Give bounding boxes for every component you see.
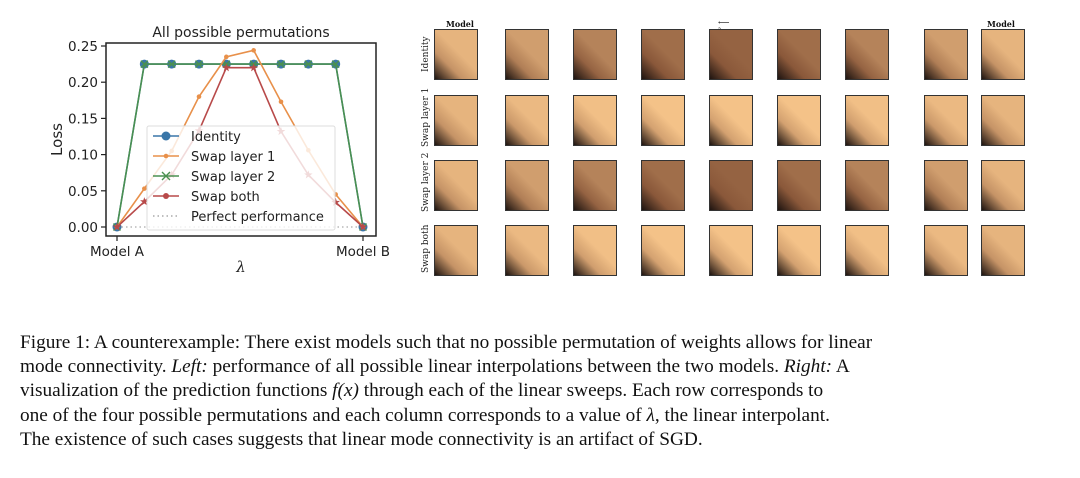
prediction-tile (505, 29, 549, 80)
prediction-tile (924, 160, 968, 211)
prediction-tile (641, 29, 685, 80)
prediction-tile (981, 225, 1025, 276)
prediction-tile (641, 160, 685, 211)
caption-line: The existence of such cases suggests tha… (20, 428, 703, 450)
row-label: Identity (421, 36, 431, 72)
prediction-tile (709, 95, 753, 146)
axes-frame (105, 42, 377, 237)
data-point (331, 60, 340, 69)
prediction-tile (845, 29, 889, 80)
data-point (167, 60, 176, 69)
prediction-tile (924, 29, 968, 80)
row-label: Swap layer 1 (421, 87, 431, 147)
data-point (142, 186, 147, 191)
prediction-tile (434, 225, 478, 276)
prediction-tile (924, 95, 968, 146)
prediction-tile (505, 95, 549, 146)
data-point (196, 94, 202, 99)
prediction-tile (709, 225, 753, 276)
prediction-tile (777, 225, 821, 276)
data-point (251, 48, 256, 53)
prediction-tile (981, 95, 1025, 146)
data-point (331, 197, 340, 207)
y-tick-label: 0.20 (68, 75, 98, 91)
prediction-tile (434, 29, 478, 80)
data-point (194, 60, 203, 69)
legend-label: Swap layer 1 (191, 150, 275, 165)
chart-title: All possible permutations (152, 25, 329, 41)
y-axis-label: Loss (48, 123, 66, 156)
prediction-tile (845, 95, 889, 146)
prediction-tile (434, 95, 478, 146)
x-tick-label: Model B (336, 244, 390, 260)
data-point (112, 222, 122, 231)
prediction-tile (573, 29, 617, 80)
prediction-tile (924, 225, 968, 276)
legend-marker (163, 153, 169, 159)
prediction-tile (641, 225, 685, 276)
legend-label: Identity (191, 130, 241, 145)
prediction-tile (981, 29, 1025, 80)
loss-chart: All possible permutations 0.00 0.05 0.10 0.1… (48, 25, 390, 276)
data-point (224, 54, 229, 60)
prediction-tile (845, 160, 889, 211)
prediction-tile (641, 95, 685, 146)
prediction-tile (505, 160, 549, 211)
prediction-tile (573, 95, 617, 146)
series-line-swap-layer-2 (116, 63, 364, 228)
legend-label: Swap both (191, 190, 260, 205)
caption-line: Figure 1: A counterexample: There exist … (20, 332, 873, 353)
caption-line: one of the four possible permutations an… (20, 404, 830, 426)
prediction-tile (573, 160, 617, 211)
legend-label: Perfect performance (191, 210, 324, 225)
legend-marker (161, 131, 171, 141)
data-point (140, 197, 149, 206)
caption-line: mode connectivity. Left: performance of … (20, 356, 850, 378)
prediction-tile (709, 160, 753, 211)
data-point (278, 99, 284, 105)
data-point (222, 63, 231, 72)
data-point (140, 60, 149, 69)
prediction-tile (505, 225, 549, 276)
row-label: Swap layer 2 (421, 152, 431, 212)
figure-caption: Figure 1: A counterexample: There exist … (20, 331, 1065, 452)
caption-line: visualization of the prediction function… (20, 380, 824, 402)
y-tick-label: 0.05 (68, 184, 98, 200)
x-tick-label: Model A (90, 244, 145, 260)
y-tick-label: 0.25 (68, 39, 98, 55)
row-label: Swap both (421, 224, 431, 273)
data-point (304, 60, 313, 69)
legend-label: Swap layer 2 (191, 170, 275, 185)
x-axis-label: λ (235, 258, 246, 276)
data-point (249, 63, 258, 72)
legend-marker (163, 193, 169, 199)
prediction-tile (777, 95, 821, 146)
legend-box (146, 125, 336, 231)
legend-marker (161, 171, 171, 181)
prediction-tile (573, 225, 617, 276)
data-point (277, 60, 286, 69)
y-tick-label: 0.15 (68, 111, 98, 127)
prediction-tile (845, 225, 889, 276)
prediction-tile (777, 160, 821, 211)
prediction-tile (777, 29, 821, 80)
y-tick-label: 0.00 (68, 220, 98, 236)
prediction-tile (981, 160, 1025, 211)
prediction-tile (434, 160, 478, 211)
prediction-tile (709, 29, 753, 80)
data-point (358, 222, 368, 231)
y-tick-label: 0.10 (68, 148, 98, 164)
